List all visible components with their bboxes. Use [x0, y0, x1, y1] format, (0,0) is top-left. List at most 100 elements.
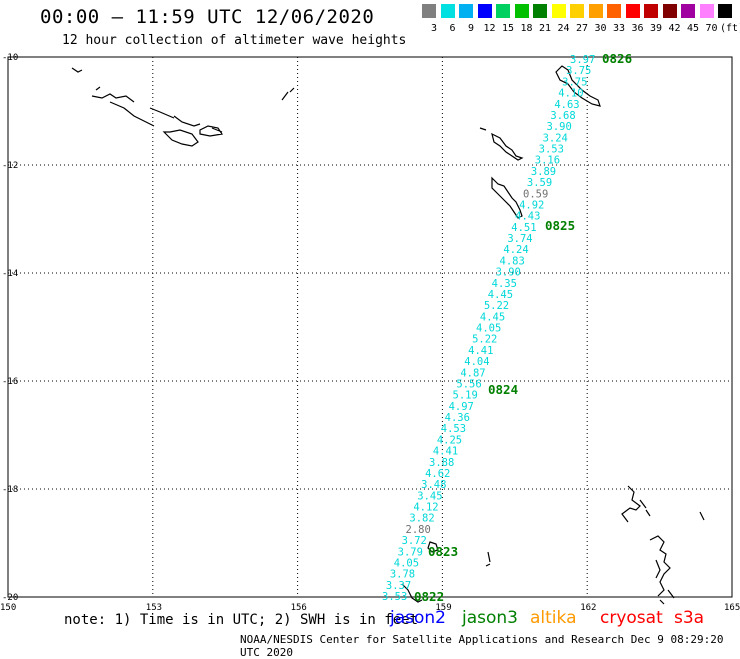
- legend-label: 30: [594, 23, 607, 34]
- swh-value-label: 3.45: [417, 490, 442, 502]
- swh-value-label: 3.72: [402, 535, 427, 547]
- legend-label: 45: [686, 23, 700, 34]
- credit-line: NOAA/NESDIS Center for Satellite Applica…: [240, 633, 724, 659]
- track-time-label: 0824: [488, 382, 518, 397]
- legend-label: 18: [520, 23, 533, 34]
- lat-tick-label: -12: [2, 161, 18, 171]
- page-subtitle: 12 hour collection of altimeter wave hei…: [62, 33, 407, 48]
- page-title: 00:00 – 11:59 UTC 12/06/2020: [40, 6, 375, 28]
- track-time-label: 0822: [414, 589, 444, 604]
- legend-label: 39: [649, 23, 663, 34]
- swh-value-label: 4.24: [503, 244, 528, 256]
- satellite-s3a: s3a: [674, 608, 705, 628]
- legend-label: 42: [668, 23, 681, 34]
- swh-value-label: 3.53: [539, 144, 564, 156]
- swh-value-label: 4.41: [468, 345, 493, 357]
- swh-value-label: 3.75: [562, 76, 587, 88]
- swh-value-label: 4.63: [554, 99, 579, 111]
- swh-value-label: 4.83: [500, 255, 525, 267]
- lon-tick-label: 162: [580, 603, 596, 613]
- swh-value-label: 4.41: [433, 446, 458, 458]
- swh-value-label: 3.97: [570, 54, 595, 66]
- swh-value-label: 5.56: [456, 378, 481, 390]
- legend-swatch: [607, 4, 621, 18]
- swh-value-label: 4.35: [492, 278, 517, 290]
- swh-value-label: 3.68: [550, 110, 575, 122]
- legend-label: 12: [483, 23, 496, 34]
- swh-value-label: 4.05: [476, 323, 501, 335]
- lon-tick-label: 165: [724, 603, 740, 613]
- legend-label: 27: [575, 23, 589, 34]
- swh-value-label: 4.04: [464, 356, 489, 368]
- lat-tick-label: -20: [2, 593, 18, 603]
- legend-label: 36: [631, 23, 644, 34]
- satellite-altika: altika: [530, 608, 577, 628]
- swh-value-label: 4.45: [480, 311, 505, 323]
- legend-swatch: [551, 4, 566, 18]
- legend-swatch: [533, 4, 547, 18]
- satellite-jason2: jason2: [390, 608, 446, 628]
- swh-value-label: 3.74: [507, 233, 532, 245]
- swh-value-label: 4.51: [511, 222, 536, 234]
- swh-value-label: 3.16: [535, 155, 560, 167]
- legend-swatch: [440, 4, 455, 18]
- swh-track-labels: 3.973.753.754.104.633.683.903.243.533.16…: [382, 54, 595, 603]
- legend-label: 70: [705, 23, 718, 34]
- swh-value-label: 4.36: [445, 412, 470, 424]
- swh-value-label: 4.92: [519, 199, 544, 211]
- swh-value-label: 3.90: [496, 267, 521, 279]
- legend-swatch: [496, 4, 510, 18]
- swh-value-label: 2.80: [406, 524, 431, 536]
- legend-label: 33: [612, 23, 626, 34]
- swh-value-label: 4.10: [558, 88, 583, 100]
- swh-value-label: 4.62: [425, 468, 450, 480]
- swh-value-label: 4.97: [449, 401, 474, 413]
- legend-swatch: [570, 4, 584, 18]
- legend-swatch: [514, 4, 529, 18]
- swh-value-label: 5.22: [484, 300, 509, 312]
- track-time-labels: 0826 0825 0824 0823 0822: [414, 51, 632, 604]
- lon-tick-label: 156: [291, 603, 307, 613]
- legend-label: 3: [430, 23, 438, 34]
- swh-value-label: 4.53: [441, 423, 466, 435]
- lat-tick-label: -14: [2, 269, 18, 279]
- track-time-label: 0825: [545, 218, 575, 233]
- swh-value-label: 4.05: [394, 557, 419, 569]
- swh-value-label: 3.59: [527, 177, 552, 189]
- legend-label: 9: [467, 23, 475, 34]
- swh-value-label: 3.37: [386, 580, 411, 592]
- swh-value-label: 4.45: [488, 289, 513, 301]
- swh-value-label: 0.59: [523, 188, 548, 200]
- lat-tick-label: -10: [2, 53, 18, 63]
- swh-value-label: 3.75: [566, 65, 591, 77]
- legend-swatch: [588, 4, 603, 18]
- swh-value-label: 3.82: [409, 513, 434, 525]
- swh-value-label: 3.48: [421, 479, 446, 491]
- legend-swatch: [681, 4, 695, 18]
- swh-value-label: 3.79: [398, 546, 423, 558]
- swh-value-label: 5.19: [453, 390, 478, 402]
- swh-value-label: 4.87: [460, 367, 485, 379]
- lon-tick-label: 153: [146, 603, 162, 613]
- legend-label: 21: [538, 23, 552, 34]
- legend-swatch: [699, 4, 714, 18]
- legend-swatch: [718, 4, 732, 18]
- swh-value-label: 3.53: [382, 591, 407, 603]
- lon-tick-label: 150: [0, 603, 16, 613]
- legend-swatch: [662, 4, 677, 18]
- swh-value-label: 3.89: [531, 166, 556, 178]
- lat-tick-label: -18: [2, 485, 18, 495]
- legend-label: 24: [557, 23, 570, 34]
- swh-value-label: 3.90: [547, 121, 572, 133]
- legend-swatch: [422, 4, 436, 18]
- swh-value-label: 3.24: [543, 132, 568, 144]
- swh-value-label: 5.22: [472, 334, 497, 346]
- legend-label: (ft): [720, 23, 740, 34]
- legend-swatch: [459, 4, 473, 18]
- swh-value-label: 3.78: [390, 569, 415, 581]
- footer-note: note: 1) Time is in UTC; 2) SWH is in fe…: [64, 612, 419, 628]
- coastlines: [71, 65, 705, 605]
- swh-value-label: 3.88: [429, 457, 454, 469]
- legend-swatch: [477, 4, 492, 18]
